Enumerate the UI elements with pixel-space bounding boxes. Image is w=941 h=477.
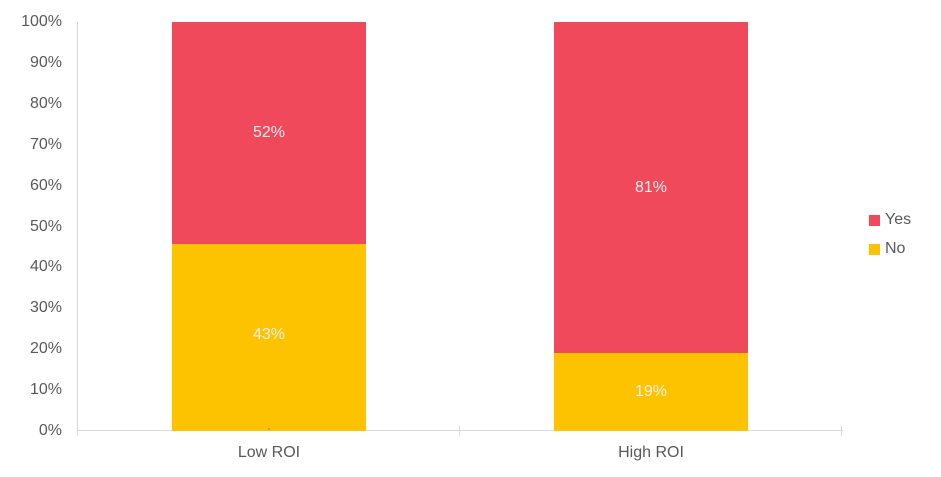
y-tick-label: 100% (21, 13, 62, 30)
bar-low-roi-segment-yes (172, 22, 366, 244)
data-label-no-high-roi: 19% (634, 383, 668, 401)
y-tick-label: 10% (29, 381, 62, 399)
y-tick-label: 60% (29, 176, 62, 194)
data-label-no-low-roi: 43% (252, 326, 286, 344)
y-tick-label: 90% (29, 53, 62, 71)
legend-swatch-yes (869, 214, 880, 226)
legend-label-yes: Yes (885, 211, 912, 228)
x-axis-line (77, 430, 843, 431)
axis-tick (459, 426, 460, 436)
legend-item-yes: Yes (869, 211, 911, 229)
legend: Yes No (869, 211, 911, 258)
legend-label-no: No (885, 240, 906, 257)
legend-swatch-no (869, 243, 880, 255)
y-tick-label: 80% (29, 94, 62, 112)
axis-tick (77, 426, 78, 436)
y-tick-label: 50% (29, 217, 62, 235)
y-tick-label: 20% (29, 340, 62, 358)
axis-tick (841, 426, 842, 436)
bar-high-roi-segment-yes (554, 22, 748, 354)
data-label-yes-low-roi: 52% (252, 123, 286, 141)
y-axis-line (77, 22, 78, 436)
bar-high-roi-segment-no (554, 353, 748, 431)
y-tick-label: 40% (29, 258, 62, 276)
category-label-high-roi: High ROI (618, 444, 684, 461)
bar-low-roi-segment-pattern (172, 426, 366, 431)
data-label-yes-high-roi: 81% (634, 178, 668, 196)
y-tick-label: 70% (29, 135, 62, 153)
y-tick-label: 0% (38, 422, 62, 439)
category-label-low-roi: Low ROI (237, 444, 301, 461)
y-tick-label: 30% (29, 299, 62, 317)
bar-low-roi-segment-no (172, 243, 366, 427)
legend-item-no: No (869, 240, 911, 258)
